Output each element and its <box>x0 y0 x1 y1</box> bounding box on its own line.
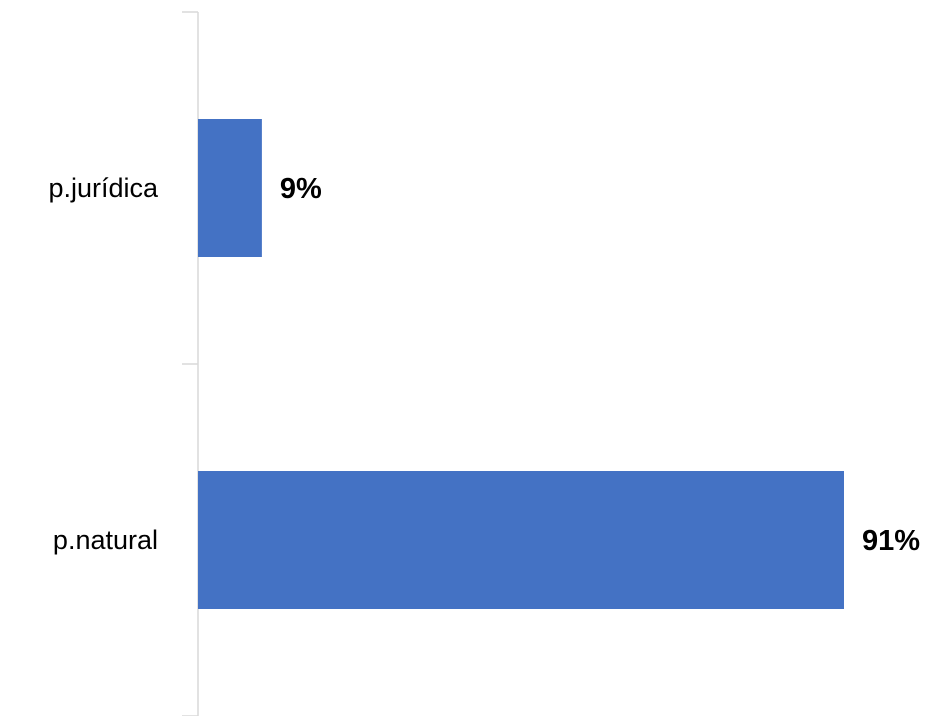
bar-2 <box>198 471 844 609</box>
data-label: 9% <box>280 173 322 205</box>
category-label: p.jurídica <box>48 173 159 203</box>
bars <box>198 119 844 609</box>
data-label: 91% <box>862 525 920 557</box>
category-axis <box>182 11 199 716</box>
bar-1 <box>198 119 262 257</box>
labels: p.jurídica 9% p.natural 91% <box>48 173 920 557</box>
category-label: p.natural <box>53 525 158 555</box>
